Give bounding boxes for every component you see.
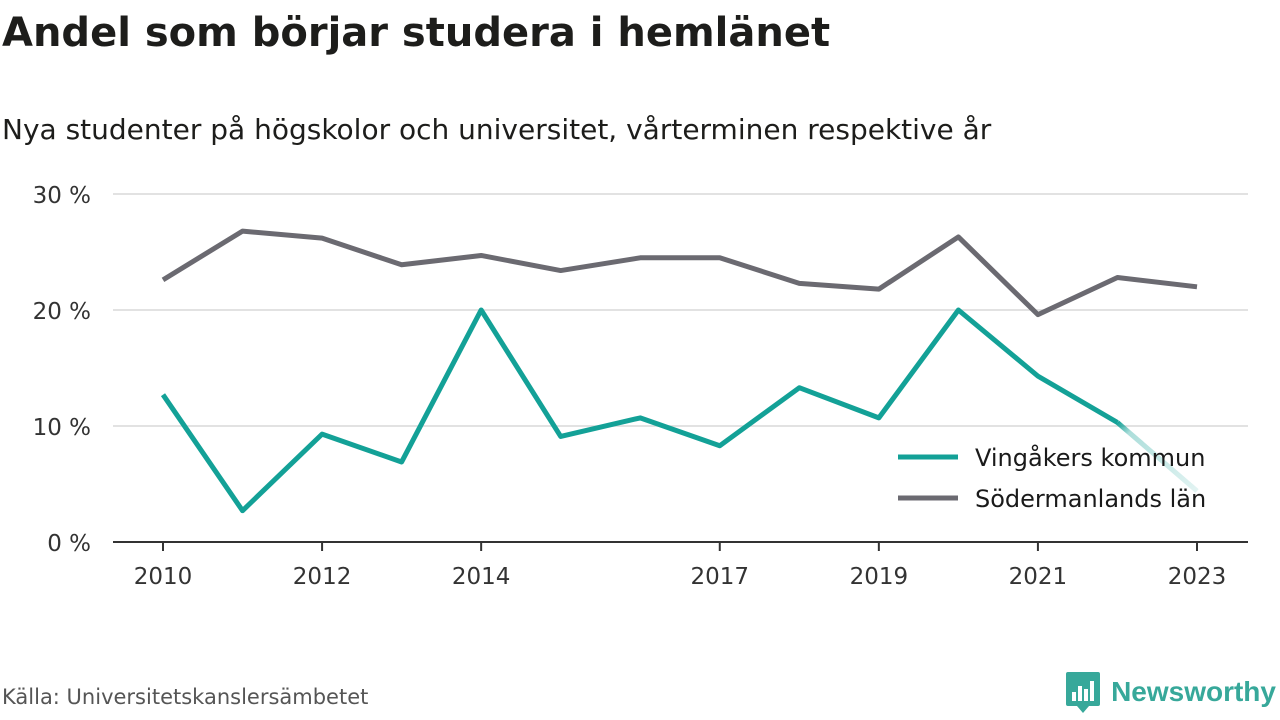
data-point — [638, 415, 643, 420]
y-tick-label: 30 % — [33, 183, 91, 209]
series-lines — [160, 228, 1200, 514]
y-tick-label: 0 % — [47, 531, 91, 557]
brand-name: Newsworthy — [1111, 676, 1276, 707]
data-point — [479, 253, 484, 258]
newsworthy-logo-icon — [1066, 672, 1101, 713]
data-point — [797, 385, 802, 390]
data-point — [1195, 284, 1200, 289]
source-note: Källa: Universitetskanslersämbetet — [2, 685, 369, 709]
legend-item: Södermanlands län — [898, 485, 1206, 513]
data-point — [399, 459, 404, 464]
data-point — [797, 281, 802, 286]
data-point — [956, 308, 961, 313]
data-point — [638, 255, 643, 260]
chart-subtitle: Nya studenter på högskolor och universit… — [2, 113, 992, 146]
data-point — [1115, 275, 1120, 280]
legend: Vingåkers kommun Södermanlands län — [898, 443, 1206, 513]
data-point — [1115, 420, 1120, 425]
series-line — [160, 307, 1119, 514]
data-point — [876, 415, 881, 420]
x-tick-label: 2019 — [850, 564, 909, 590]
y-tick-label: 20 % — [33, 299, 91, 325]
data-point — [161, 392, 166, 397]
data-point — [717, 255, 722, 260]
brand-logo: Newsworthy — [1065, 670, 1276, 714]
data-point — [956, 234, 961, 239]
legend-label: Södermanlands län — [975, 485, 1206, 513]
data-point — [320, 432, 325, 437]
series-line-projected-segment — [1115, 420, 1199, 493]
series-line — [161, 228, 1198, 318]
chart-title: Andel som börjar studera i hemlänet — [2, 10, 831, 56]
x-tick-label: 2023 — [1168, 564, 1227, 590]
data-point — [1035, 312, 1040, 317]
data-point — [558, 268, 563, 273]
x-tick-label: 2017 — [690, 564, 749, 590]
data-point — [240, 229, 245, 234]
data-point — [479, 308, 484, 313]
x-tick-label: 2021 — [1009, 564, 1068, 590]
data-point — [1035, 374, 1040, 379]
y-axis-tick-labels: 0 % 10 % 20 % 30 % — [33, 183, 91, 557]
x-tick-label: 2014 — [452, 564, 511, 590]
data-point — [240, 508, 245, 513]
data-point — [558, 434, 563, 439]
x-tick-label: 2010 — [134, 564, 193, 590]
data-point — [320, 236, 325, 241]
data-point — [876, 287, 881, 292]
series-sodermanlands-lan — [161, 228, 1200, 318]
x-axis-ticks: 2010 2012 2014 2017 2019 2021 2023 — [113, 541, 1248, 590]
grid-lines — [113, 193, 1248, 427]
data-point — [161, 277, 166, 282]
series-vingakers-kommun — [160, 307, 1199, 514]
legend-label: Vingåkers kommun — [975, 443, 1205, 472]
y-tick-label: 10 % — [33, 415, 91, 441]
data-point — [717, 443, 722, 448]
legend-item: Vingåkers kommun — [898, 443, 1205, 472]
data-point — [399, 262, 404, 267]
x-tick-label: 2012 — [293, 564, 352, 590]
